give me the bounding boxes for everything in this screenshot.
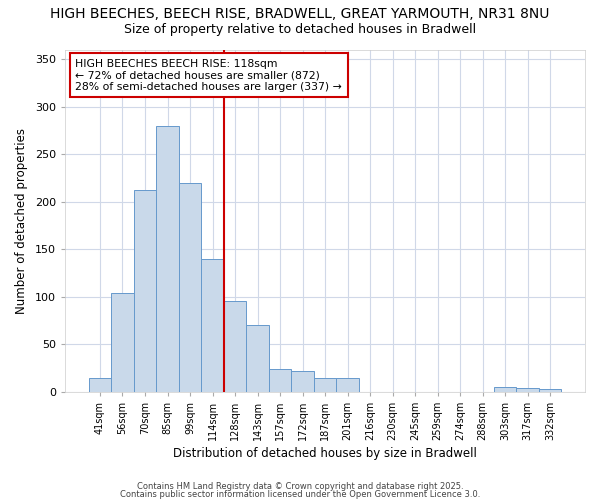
X-axis label: Distribution of detached houses by size in Bradwell: Distribution of detached houses by size … xyxy=(173,447,477,460)
Bar xyxy=(134,190,156,392)
Bar xyxy=(539,389,562,392)
Text: Size of property relative to detached houses in Bradwell: Size of property relative to detached ho… xyxy=(124,22,476,36)
Y-axis label: Number of detached properties: Number of detached properties xyxy=(15,128,28,314)
Bar xyxy=(89,378,111,392)
Text: Contains public sector information licensed under the Open Government Licence 3.: Contains public sector information licen… xyxy=(120,490,480,499)
Bar xyxy=(224,300,246,392)
Bar xyxy=(269,369,291,392)
Bar xyxy=(156,126,179,392)
Text: Contains HM Land Registry data © Crown copyright and database right 2025.: Contains HM Land Registry data © Crown c… xyxy=(137,482,463,491)
Bar xyxy=(337,378,359,392)
Bar xyxy=(517,388,539,392)
Bar xyxy=(494,387,517,392)
Bar xyxy=(179,183,201,392)
Bar xyxy=(314,378,337,392)
Text: HIGH BEECHES BEECH RISE: 118sqm
← 72% of detached houses are smaller (872)
28% o: HIGH BEECHES BEECH RISE: 118sqm ← 72% of… xyxy=(76,58,342,92)
Bar xyxy=(111,293,134,392)
Bar xyxy=(201,259,224,392)
Text: HIGH BEECHES, BEECH RISE, BRADWELL, GREAT YARMOUTH, NR31 8NU: HIGH BEECHES, BEECH RISE, BRADWELL, GREA… xyxy=(50,8,550,22)
Bar xyxy=(291,371,314,392)
Bar xyxy=(246,325,269,392)
